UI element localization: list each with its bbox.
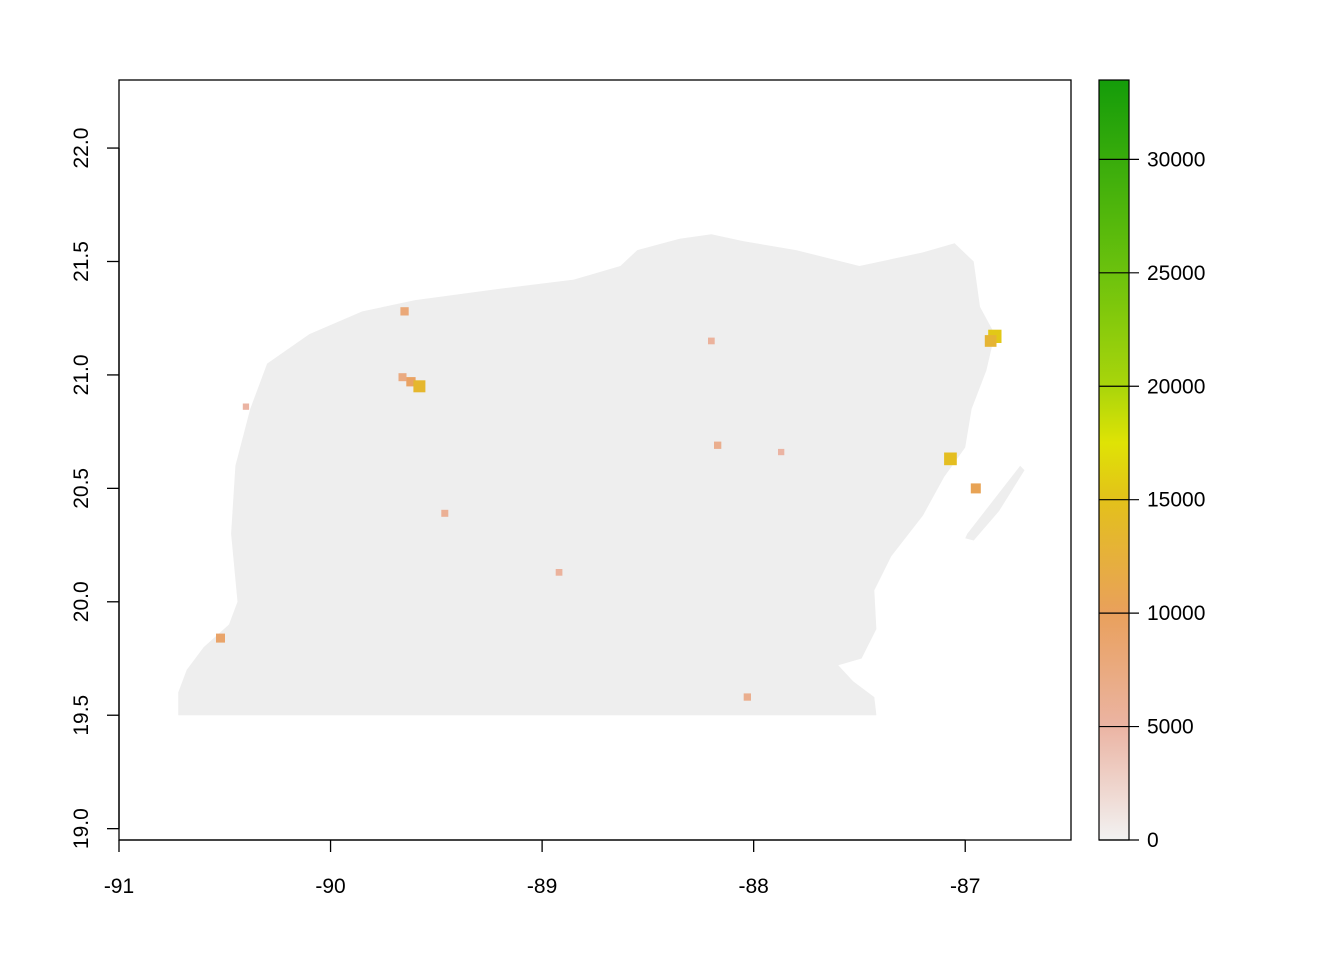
- island-region: [965, 465, 1025, 541]
- hotspot-12: [743, 693, 751, 701]
- hotspot-1: [406, 377, 416, 387]
- hotspot-14: [555, 569, 563, 576]
- x-tick-label: -90: [315, 875, 345, 898]
- x-tick-label: -87: [950, 875, 980, 898]
- hotspot-2: [413, 380, 426, 393]
- y-tick-label: 21.5: [70, 241, 93, 282]
- legend-tick-label: 5000: [1147, 716, 1194, 739]
- y-tick-label: 21.0: [70, 354, 93, 395]
- legend-tick-label: 25000: [1147, 262, 1205, 285]
- legend-tick-label: 0: [1147, 829, 1159, 852]
- x-axis: -91 -90 -89 -88 -87: [104, 839, 980, 898]
- hotspot-6: [944, 452, 957, 466]
- y-tick-label: 19.0: [70, 808, 93, 849]
- y-tick-label: 22.0: [70, 128, 93, 169]
- legend-tick-label: 10000: [1147, 602, 1205, 625]
- hotspot-13: [441, 509, 449, 517]
- x-tick-label: -89: [527, 875, 557, 898]
- x-tick-label: -91: [104, 875, 134, 898]
- raster-map: [178, 234, 1025, 716]
- y-axis: 19.0 19.5 20.0 20.5 21.0 21.5 22.0: [70, 128, 120, 849]
- legend-tick-label: 30000: [1147, 148, 1205, 171]
- hotspot-15: [778, 448, 785, 456]
- legend-tick-label: 15000: [1147, 489, 1205, 512]
- hotspot-10: [714, 441, 722, 449]
- hotspot-8: [216, 633, 225, 643]
- hotspot-7: [970, 483, 981, 494]
- urban-hotspots: [216, 307, 1002, 701]
- y-tick-label: 20.5: [70, 468, 93, 509]
- legend: 0 5000 10000 15000 20000 25000 30000: [1098, 79, 1205, 852]
- hotspot-3: [398, 373, 407, 382]
- hotspot-9: [400, 307, 409, 316]
- hotspot-5: [984, 335, 997, 347]
- y-tick-label: 19.5: [70, 695, 93, 736]
- hotspot-11: [708, 337, 715, 345]
- x-tick-label: -88: [738, 875, 768, 898]
- y-tick-label: 20.0: [70, 581, 93, 622]
- legend-ticks: 0 5000 10000 15000 20000 25000 30000: [1099, 148, 1205, 852]
- legend-tick-label: 20000: [1147, 375, 1205, 398]
- land-region: [178, 234, 995, 716]
- hotspot-16: [242, 403, 250, 410]
